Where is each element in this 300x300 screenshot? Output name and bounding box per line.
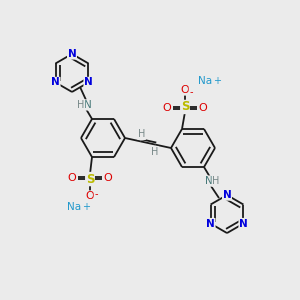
Text: O: O	[68, 173, 76, 183]
Text: O: O	[199, 103, 207, 113]
Text: -: -	[189, 87, 193, 97]
Text: N: N	[206, 219, 215, 229]
Text: N: N	[51, 77, 60, 87]
Text: +: +	[213, 76, 221, 86]
Text: -: -	[94, 189, 98, 199]
Text: N: N	[239, 219, 248, 229]
Text: N: N	[205, 176, 213, 186]
Text: H: H	[138, 130, 146, 140]
Text: S: S	[86, 172, 94, 186]
Text: O: O	[103, 173, 112, 183]
Text: S: S	[181, 100, 189, 113]
Text: H: H	[212, 176, 220, 186]
Text: O: O	[181, 85, 189, 95]
Text: O: O	[163, 103, 171, 113]
Text: Na: Na	[67, 202, 81, 212]
Text: O: O	[85, 191, 94, 201]
Text: N: N	[223, 190, 231, 200]
Text: N: N	[68, 49, 76, 59]
Text: +: +	[82, 202, 90, 212]
Text: N: N	[84, 100, 92, 110]
Text: H: H	[77, 100, 85, 110]
Text: Na: Na	[198, 76, 212, 86]
Text: H: H	[151, 146, 158, 157]
Text: N: N	[84, 77, 93, 87]
